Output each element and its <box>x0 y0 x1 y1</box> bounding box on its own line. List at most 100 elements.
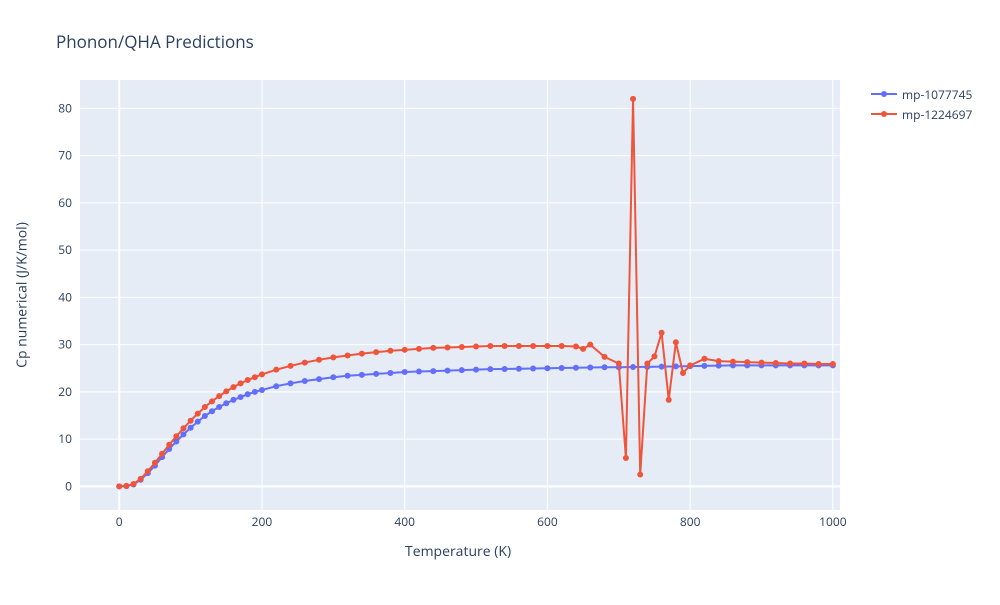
series-marker-1[interactable] <box>402 347 408 353</box>
series-marker-0[interactable] <box>273 383 279 389</box>
series-marker-1[interactable] <box>616 361 622 367</box>
series-marker-0[interactable] <box>188 425 194 431</box>
series-marker-0[interactable] <box>373 371 379 377</box>
series-marker-0[interactable] <box>387 370 393 376</box>
series-marker-0[interactable] <box>602 364 608 370</box>
series-marker-1[interactable] <box>487 343 493 349</box>
series-marker-1[interactable] <box>623 455 629 461</box>
series-marker-1[interactable] <box>701 356 707 362</box>
series-marker-1[interactable] <box>273 367 279 373</box>
series-marker-0[interactable] <box>195 419 201 425</box>
series-marker-0[interactable] <box>223 400 229 406</box>
series-marker-1[interactable] <box>673 339 679 345</box>
series-marker-1[interactable] <box>602 354 608 360</box>
series-marker-1[interactable] <box>180 425 186 431</box>
series-marker-0[interactable] <box>238 394 244 400</box>
series-marker-0[interactable] <box>402 369 408 375</box>
series-marker-0[interactable] <box>487 366 493 372</box>
series-marker-1[interactable] <box>773 360 779 366</box>
series-marker-1[interactable] <box>288 363 294 369</box>
series-marker-1[interactable] <box>445 344 451 350</box>
series-marker-1[interactable] <box>816 361 822 367</box>
series-marker-1[interactable] <box>544 343 550 349</box>
series-marker-1[interactable] <box>216 393 222 399</box>
series-marker-1[interactable] <box>223 388 229 394</box>
series-marker-0[interactable] <box>430 368 436 374</box>
series-marker-1[interactable] <box>651 353 657 359</box>
series-marker-1[interactable] <box>188 418 194 424</box>
series-marker-1[interactable] <box>644 361 650 367</box>
series-marker-1[interactable] <box>387 348 393 354</box>
series-marker-1[interactable] <box>373 349 379 355</box>
series-marker-0[interactable] <box>530 365 536 371</box>
series-marker-1[interactable] <box>116 483 122 489</box>
series-marker-1[interactable] <box>759 360 765 366</box>
series-marker-1[interactable] <box>123 483 129 489</box>
series-marker-1[interactable] <box>502 343 508 349</box>
series-marker-0[interactable] <box>502 366 508 372</box>
series-marker-0[interactable] <box>416 369 422 375</box>
series-marker-1[interactable] <box>145 468 151 474</box>
series-marker-0[interactable] <box>216 404 222 410</box>
series-marker-1[interactable] <box>473 344 479 350</box>
series-marker-1[interactable] <box>316 357 322 363</box>
series-marker-1[interactable] <box>430 345 436 351</box>
series-marker-1[interactable] <box>416 346 422 352</box>
chart-plot-area[interactable]: 0200400600800100001020304050607080 <box>0 0 1000 600</box>
series-marker-1[interactable] <box>516 343 522 349</box>
series-marker-0[interactable] <box>544 365 550 371</box>
series-marker-1[interactable] <box>173 433 179 439</box>
legend-item-0[interactable]: mp-1077745 <box>870 84 972 104</box>
series-marker-1[interactable] <box>730 359 736 365</box>
series-marker-1[interactable] <box>580 346 586 352</box>
legend-item-1[interactable]: mp-1224697 <box>870 104 972 124</box>
series-marker-1[interactable] <box>716 358 722 364</box>
series-marker-1[interactable] <box>801 361 807 367</box>
series-marker-1[interactable] <box>587 342 593 348</box>
series-marker-0[interactable] <box>245 391 251 397</box>
series-marker-1[interactable] <box>559 343 565 349</box>
series-marker-1[interactable] <box>202 404 208 410</box>
series-marker-0[interactable] <box>230 397 236 403</box>
series-marker-1[interactable] <box>152 460 158 466</box>
series-marker-0[interactable] <box>330 374 336 380</box>
series-marker-0[interactable] <box>701 363 707 369</box>
series-marker-1[interactable] <box>302 360 308 366</box>
series-marker-1[interactable] <box>637 472 643 478</box>
series-marker-1[interactable] <box>330 354 336 360</box>
series-marker-1[interactable] <box>666 397 672 403</box>
series-marker-1[interactable] <box>166 442 172 448</box>
series-marker-1[interactable] <box>573 344 579 350</box>
series-marker-1[interactable] <box>138 476 144 482</box>
series-marker-1[interactable] <box>787 361 793 367</box>
series-marker-0[interactable] <box>573 365 579 371</box>
series-marker-1[interactable] <box>659 330 665 336</box>
series-marker-1[interactable] <box>159 451 165 457</box>
series-marker-1[interactable] <box>359 351 365 357</box>
series-marker-1[interactable] <box>345 352 351 358</box>
series-marker-0[interactable] <box>659 364 665 370</box>
series-marker-0[interactable] <box>359 372 365 378</box>
series-marker-1[interactable] <box>209 398 215 404</box>
series-marker-1[interactable] <box>687 362 693 368</box>
series-marker-0[interactable] <box>559 365 565 371</box>
series-marker-0[interactable] <box>459 367 465 373</box>
series-marker-0[interactable] <box>209 408 215 414</box>
series-marker-0[interactable] <box>473 367 479 373</box>
series-marker-0[interactable] <box>202 413 208 419</box>
series-marker-0[interactable] <box>445 368 451 374</box>
series-marker-1[interactable] <box>195 411 201 417</box>
series-marker-1[interactable] <box>238 380 244 386</box>
series-marker-1[interactable] <box>245 377 251 383</box>
series-marker-1[interactable] <box>830 361 836 367</box>
series-marker-0[interactable] <box>630 364 636 370</box>
series-marker-0[interactable] <box>316 376 322 382</box>
series-marker-0[interactable] <box>302 378 308 384</box>
series-marker-1[interactable] <box>131 481 137 487</box>
series-marker-1[interactable] <box>680 370 686 376</box>
series-marker-1[interactable] <box>252 374 258 380</box>
series-marker-0[interactable] <box>259 387 265 393</box>
series-marker-1[interactable] <box>230 384 236 390</box>
series-marker-0[interactable] <box>587 365 593 371</box>
series-marker-1[interactable] <box>630 96 636 102</box>
